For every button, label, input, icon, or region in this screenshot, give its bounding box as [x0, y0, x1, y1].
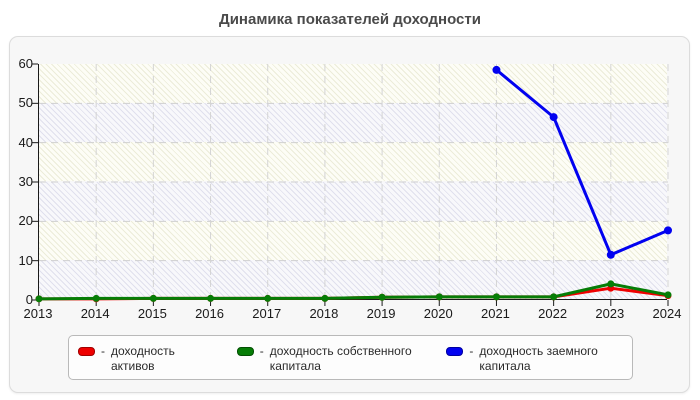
series-2-line	[495, 68, 669, 257]
x-axis-label: 2016	[195, 306, 224, 321]
x-axis-label: 2015	[137, 306, 167, 321]
x-axis-label: 2014	[80, 306, 110, 321]
x-axis-label: 2017	[252, 306, 282, 321]
y-axis-label: 10	[18, 252, 33, 268]
legend-label: доходность заемного капитала	[479, 344, 598, 373]
y-axis-label: 20	[18, 213, 33, 229]
y-axis-label: 50	[18, 95, 33, 111]
series-1-line	[38, 282, 669, 301]
x-axis-label: 2022	[538, 306, 568, 321]
series-1-marker	[378, 293, 386, 301]
legend-dash: -	[259, 344, 264, 358]
legend-item-debt: - доходность заемного капитала	[446, 344, 632, 374]
x-axis-label: 2020	[423, 306, 453, 321]
plot-band	[39, 142, 667, 182]
x-axis-label: 2021	[480, 306, 510, 321]
legend-item-assets: - доходность активов	[78, 344, 213, 374]
x-axis-label: 2013	[23, 306, 53, 321]
plot-area	[32, 63, 672, 306]
series-2-marker	[606, 250, 615, 259]
legend-item-equity: - доходность собственного капитала	[236, 344, 423, 374]
legend-swatch-red	[78, 347, 95, 356]
series-1-marker	[550, 293, 558, 301]
plot-band	[39, 181, 667, 221]
y-axis-label: 40	[18, 134, 33, 150]
chart-legend: - доходность активов - доходность собств…	[68, 335, 633, 380]
legend-dash: -	[101, 344, 105, 358]
x-axis-label: 2023	[595, 306, 625, 321]
series-1-marker	[207, 294, 215, 302]
series-1-marker	[321, 294, 329, 302]
series-2-marker	[549, 113, 558, 122]
plot-band	[39, 220, 667, 260]
series-1-marker	[435, 293, 443, 301]
series-1-marker	[149, 294, 157, 302]
legend-dash: -	[469, 344, 474, 358]
chart-canvas	[32, 63, 672, 306]
y-axis-label: 60	[18, 56, 33, 71]
plot-band	[39, 64, 667, 104]
series-2-marker	[492, 65, 501, 74]
chart-panel: 0 10 20 30 40 50 60 2013 2014 2015 2016 2017 2018 201…	[9, 36, 690, 393]
x-axis-label: 2019	[366, 306, 396, 321]
series-2-marker	[664, 226, 672, 235]
legend-label: доходность собственного капитала	[269, 344, 412, 373]
legend-label: доходность активов	[111, 344, 175, 373]
plot-band	[39, 259, 667, 299]
legend-swatch-blue	[446, 347, 464, 356]
legend-swatch-green	[236, 347, 254, 356]
series-1-marker	[492, 293, 500, 301]
y-axis-label: 30	[18, 174, 33, 189]
y-axis-label: 0	[25, 292, 33, 307]
series-1-marker	[664, 291, 672, 299]
series-1-marker	[607, 280, 615, 288]
series-1-marker	[35, 295, 43, 303]
series-1-marker	[92, 294, 100, 302]
x-axis-label: 2024	[652, 306, 682, 321]
x-axis-label: 2018	[309, 306, 339, 321]
series-1-marker	[264, 294, 272, 302]
chart-title: Динамика показателей доходности	[219, 11, 481, 28]
